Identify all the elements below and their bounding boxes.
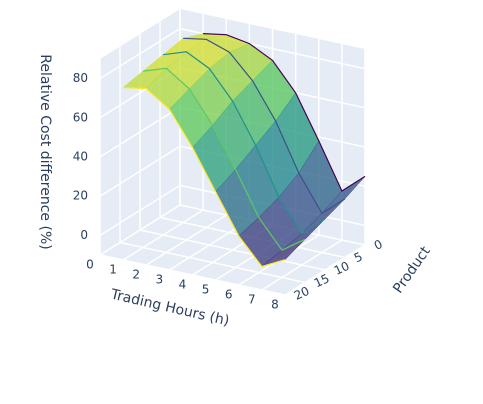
x-tick-label: 7: [248, 293, 256, 307]
surface-contour: [163, 51, 326, 235]
y-axis-title: Product: [390, 243, 434, 296]
y-tick-label: 10: [332, 259, 352, 278]
x-tick-label: 5: [202, 283, 210, 297]
surface-contour: [183, 37, 346, 215]
x-tick-label: 8: [271, 298, 279, 312]
grid-line: [119, 241, 306, 284]
grid-line: [99, 27, 181, 80]
grid-line: [99, 106, 181, 158]
grid-line: [99, 184, 181, 237]
y-tick-label: 0: [372, 237, 385, 253]
surface-contour: [143, 67, 306, 251]
z-tick-label: 40: [73, 150, 88, 164]
surface-contour: [203, 33, 366, 192]
z-tick-label: 0: [80, 228, 88, 242]
grid-line: [139, 229, 326, 271]
z-axis-title: Relative Cost difference (%): [37, 54, 53, 249]
y-tick-label: 20: [292, 284, 312, 303]
x-tick-label: 4: [179, 278, 187, 292]
x-tick-label: 0: [86, 258, 94, 272]
x-tick-label: 3: [156, 273, 164, 287]
x-tick-label: 6: [225, 288, 233, 302]
grid-line: [99, 254, 286, 296]
x-axis-title: Trading Hours (h): [108, 286, 231, 329]
x-tick-label: 1: [109, 263, 117, 277]
z-tick-label: 20: [73, 189, 88, 203]
z-tick-label: 80: [73, 71, 88, 85]
grid-line: [99, 145, 181, 197]
surface-contour: [123, 86, 286, 268]
x-tick-label: 2: [132, 268, 140, 282]
y-tick-label: 5: [352, 249, 365, 265]
z-tick-label: 60: [73, 110, 88, 124]
y-tick-label: 15: [312, 271, 332, 290]
